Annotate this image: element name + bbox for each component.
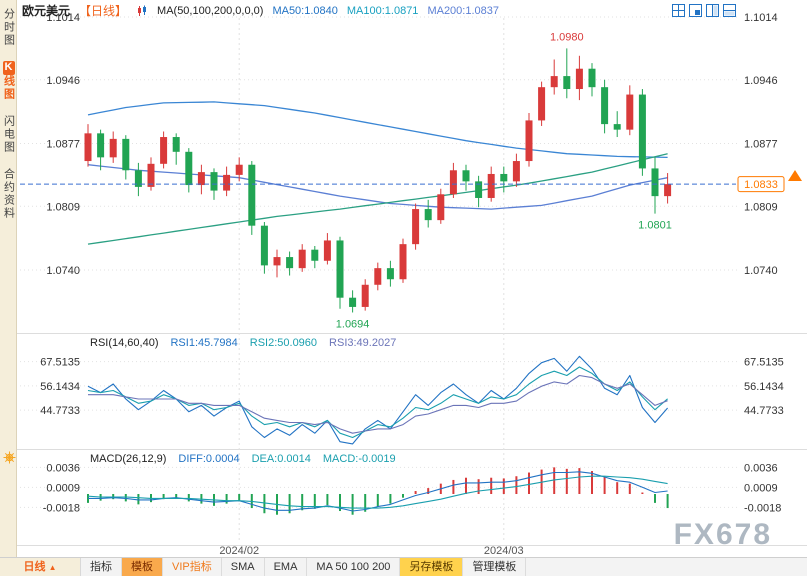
macd-header: MACD(26,12,9) DIFF:0.0004 DEA:0.0014 MAC… (90, 453, 396, 465)
period-label: 【日线】 (79, 4, 128, 18)
layout-vertical-split-icon[interactable] (706, 4, 719, 17)
rsi1-value: RSI1:45.7984 (170, 337, 238, 349)
toolbar-item-sma[interactable]: SMA (222, 558, 265, 576)
layout-horizontal-split-icon[interactable] (723, 4, 736, 17)
toolbar-item-templates[interactable]: 模板 (122, 558, 163, 576)
current-price-group: 1.0833 (20, 170, 802, 193)
layout-inset-icon[interactable] (689, 4, 702, 17)
svg-text:0.0009: 0.0009 (744, 482, 778, 494)
macd-diff-value: DIFF:0.0004 (178, 453, 240, 465)
ma50-value: MA50:1.0840 (272, 4, 338, 17)
chart-type-sidebar: 分时图 K线图 闪电图 合约资料 (0, 0, 17, 558)
watermark: FX678 (674, 518, 772, 551)
layout-quad-icon[interactable] (672, 4, 685, 17)
rsi3-value: RSI3:49.2027 (329, 337, 397, 349)
current-price-tag: 1.0833 (737, 176, 785, 193)
price-annotations: 1.0980 1.0694 1.0801 (336, 31, 672, 330)
svg-text:1.0877: 1.0877 (46, 139, 80, 151)
macd-settings-icon[interactable] (3, 451, 16, 464)
svg-text:56.1434: 56.1434 (40, 381, 80, 393)
svg-text:1.0809: 1.0809 (46, 201, 80, 213)
svg-text:67.5135: 67.5135 (744, 357, 784, 369)
svg-text:67.5135: 67.5135 (40, 357, 80, 369)
candlestick-series (84, 48, 672, 313)
svg-text:1.0980: 1.0980 (550, 31, 584, 43)
macd-dea-value: DEA:0.0014 (251, 453, 311, 465)
svg-text:1.0946: 1.0946 (744, 75, 778, 87)
rsi-lines (87, 355, 669, 445)
svg-text:1.0801: 1.0801 (638, 220, 672, 232)
dropdown-arrow-icon: ▲ (48, 563, 57, 572)
svg-text:1.0740: 1.0740 (744, 265, 778, 277)
layout-icon-group (672, 4, 736, 17)
toolbar-item-manage-templates[interactable]: 管理模板 (463, 558, 527, 576)
svg-text:1.0946: 1.0946 (46, 75, 80, 87)
svg-text:0.0009: 0.0009 (46, 482, 80, 494)
toolbar-item-ema[interactable]: EMA (265, 558, 308, 576)
toolbar-item-ma-periods[interactable]: MA 50 100 200 (307, 558, 401, 576)
svg-text:1.0740: 1.0740 (46, 265, 80, 277)
latest-price-marker-icon[interactable] (788, 170, 802, 181)
kline-label: 线图 (2, 75, 15, 101)
svg-text:1.0877: 1.0877 (744, 139, 778, 151)
ma200-value: MA200:1.0837 (427, 4, 499, 17)
symbol-name: 欧元美元 (22, 4, 71, 18)
candlestick-icon[interactable] (136, 5, 148, 17)
svg-text:56.1434: 56.1434 (744, 381, 784, 393)
svg-text:0.0036: 0.0036 (744, 462, 778, 474)
svg-text:1.0833: 1.0833 (744, 179, 778, 191)
svg-text:44.7733: 44.7733 (40, 405, 80, 417)
macd-title: MACD(26,12,9) (90, 453, 167, 465)
svg-text:1.1014: 1.1014 (744, 12, 778, 24)
rsi-title: RSI(14,60,40) (90, 337, 159, 349)
sidebar-item-lightning-chart[interactable]: 闪电图 (2, 115, 15, 154)
svg-text:44.7733: 44.7733 (744, 405, 784, 417)
period-selector[interactable]: 日线 ▲ (0, 558, 81, 576)
period-selector-label: 日线 (23, 561, 46, 573)
kline-badge: K (2, 61, 15, 75)
toolbar-item-save-template[interactable]: 另存模板 (400, 558, 464, 576)
bottom-toolbar: 日线 ▲ 指标 模板 VIP指标 SMA EMA MA 50 100 200 另… (0, 557, 807, 576)
time-axis-labels: 2024/02 2024/03 (219, 545, 523, 557)
macd-series (87, 467, 669, 515)
toolbar-item-indicators[interactable]: 指标 (81, 558, 122, 576)
svg-text:0.0036: 0.0036 (46, 462, 80, 474)
svg-text:1.1014: 1.1014 (46, 12, 80, 24)
rsi-header: RSI(14,60,40) RSI1:45.7984 RSI2:50.0960 … (90, 337, 396, 349)
sidebar-item-time-chart[interactable]: 分时图 (2, 8, 15, 47)
ma-settings-label: MA(50,100,200,0,0,0) (157, 4, 264, 17)
sidebar-item-contract-info[interactable]: 合约资料 (2, 168, 15, 220)
sidebar-item-kline-chart[interactable]: K线图 (1, 61, 16, 101)
axis-labels: 1.1014 1.1014 1.0946 1.0946 1.0877 1.0877 1.08… (40, 12, 784, 514)
svg-text:-0.0018: -0.0018 (43, 502, 80, 514)
toolbar-item-vip-indicators[interactable]: VIP指标 (163, 558, 222, 576)
svg-text:-0.0018: -0.0018 (744, 502, 781, 514)
rsi2-value: RSI2:50.0960 (249, 337, 318, 349)
svg-text:1.0694: 1.0694 (336, 318, 370, 330)
svg-text:1.0809: 1.0809 (744, 201, 778, 213)
svg-text:2024/03: 2024/03 (484, 545, 524, 557)
chart-header: 欧元美元 【日线】 MA(50,100,200,0,0,0) MA50:1.08… (22, 3, 499, 18)
ma100-value: MA100:1.0871 (346, 4, 419, 17)
svg-text:2024/02: 2024/02 (219, 545, 259, 557)
macd-macd-value: MACD:-0.0019 (322, 453, 396, 465)
ma-lines (87, 101, 668, 245)
panel-separators (17, 333, 807, 546)
